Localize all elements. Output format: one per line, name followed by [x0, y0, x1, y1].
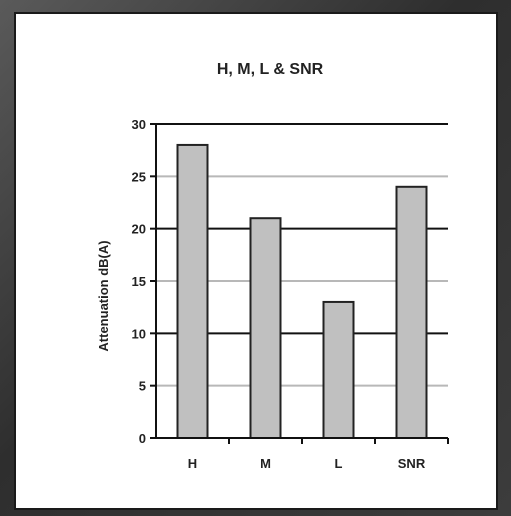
bar-l: [322, 300, 355, 439]
y-tick-label: 20: [132, 222, 146, 237]
y-tick-label: 25: [132, 169, 146, 184]
y-tick-label: 0: [139, 431, 146, 446]
x-tick-label: L: [335, 456, 343, 471]
y-tick-labels: 0 5 10 15 20 25 30: [132, 117, 146, 446]
chart-title: H, M, L & SNR: [217, 61, 324, 78]
y-tick-label: 5: [139, 379, 146, 394]
x-tick-label: M: [260, 456, 271, 471]
bar-m: [249, 217, 282, 439]
bar-chart: H, M, L & SNR 0 5 10 15 20 25 30 H M L SNR Attenu…: [96, 61, 449, 471]
axes: [150, 123, 449, 444]
x-tick-labels: H M L SNR: [188, 456, 426, 471]
chart-panel: H, M, L & SNR 0 5 10 15 20 25 30 H M L SNR Attenu…: [14, 12, 498, 510]
bar-snr: [395, 185, 428, 439]
bar-h: [176, 143, 209, 440]
y-tick-label: 10: [132, 326, 146, 341]
x-tick-label: H: [188, 456, 197, 471]
y-axis-label: Attenuation dB(A): [96, 240, 111, 351]
bars: [176, 143, 428, 440]
x-tick-label: SNR: [398, 456, 426, 471]
y-tick-label: 15: [132, 274, 146, 289]
y-tick-label: 30: [132, 117, 146, 132]
